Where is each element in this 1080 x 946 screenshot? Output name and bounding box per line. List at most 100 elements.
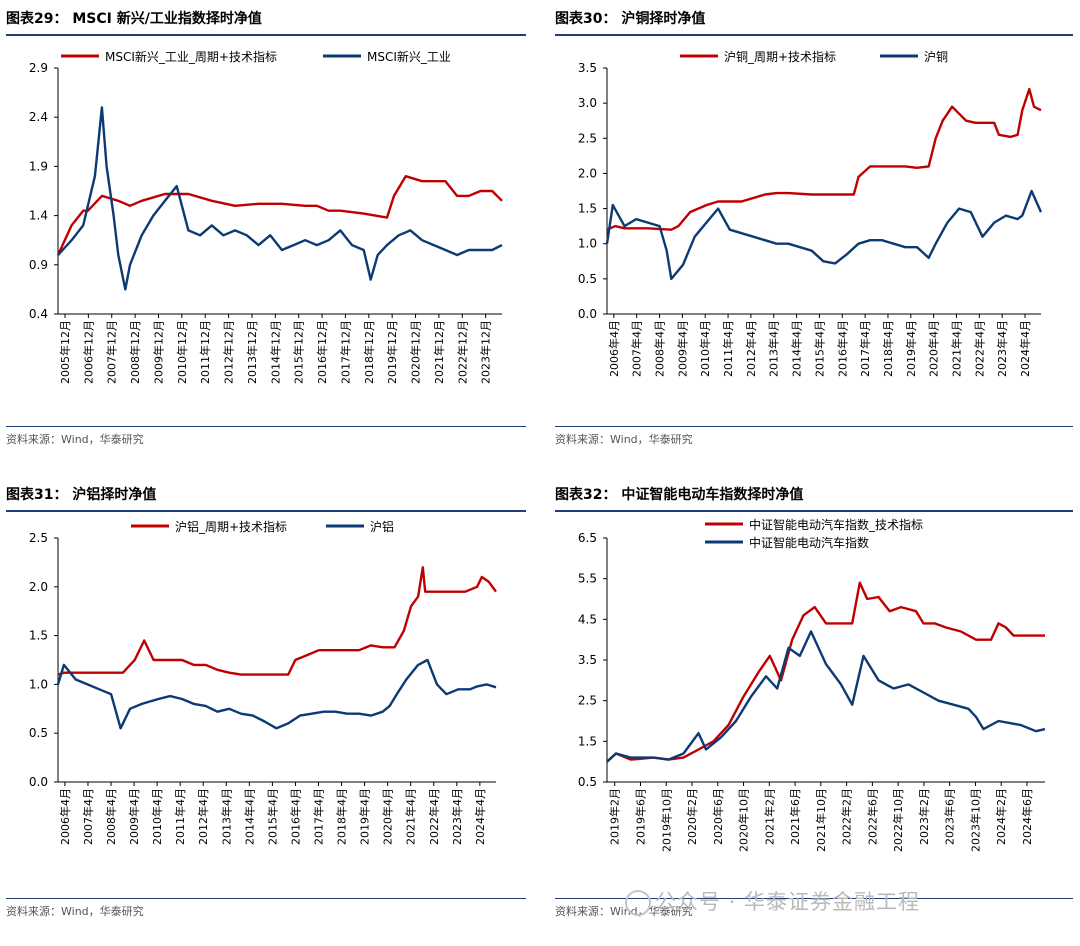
source-rule bbox=[555, 898, 1073, 899]
x-tick-label: 2018年12月 bbox=[362, 320, 376, 384]
x-tick-label: 2007年12月 bbox=[105, 320, 119, 384]
y-tick-label: 1.5 bbox=[578, 202, 597, 216]
title-rule bbox=[6, 510, 526, 512]
x-tick-label: 2021年12月 bbox=[432, 320, 446, 384]
y-tick-label: 2.5 bbox=[578, 131, 597, 145]
y-tick-label: 1.5 bbox=[29, 629, 48, 643]
y-tick-label: 0.9 bbox=[29, 258, 48, 272]
x-tick-label: 2016年4月 bbox=[288, 788, 302, 845]
x-tick-label: 2022年4月 bbox=[972, 320, 986, 377]
y-tick-label: 2.0 bbox=[578, 166, 597, 180]
x-tick-label: 2017年12月 bbox=[338, 320, 352, 384]
x-tick-label: 2008年12月 bbox=[128, 320, 142, 384]
x-tick-label: 2006年4月 bbox=[607, 320, 621, 377]
x-tick-label: 2020年12月 bbox=[409, 320, 423, 384]
x-tick-label: 2014年12月 bbox=[268, 320, 282, 384]
chart-title: 图表29： MSCI 新兴/工业指数择时净值 bbox=[6, 11, 262, 27]
series-line-1 bbox=[606, 581, 1045, 763]
x-tick-label: 2007年4月 bbox=[630, 320, 644, 377]
series-line-1 bbox=[56, 174, 503, 256]
legend-label: 沪铜_周期+技术指标 bbox=[724, 49, 836, 64]
x-tick-label: 2021年2月 bbox=[762, 788, 776, 845]
y-tick-label: 1.0 bbox=[29, 677, 48, 691]
x-tick-label: 2011年4月 bbox=[173, 788, 187, 845]
y-tick-label: 2.0 bbox=[29, 580, 48, 594]
y-tick-label: 0.5 bbox=[578, 272, 597, 286]
x-tick-label: 2009年12月 bbox=[151, 320, 165, 384]
y-tick-label: 3.5 bbox=[578, 61, 597, 75]
y-tick-label: 3.5 bbox=[578, 653, 597, 667]
x-tick-label: 2012年4月 bbox=[744, 320, 758, 377]
watermark: 公众号 · 华泰证券金融工程 bbox=[625, 886, 920, 916]
chart-svg: 0.5 1.5 2.5 3.5 4.5 5.5 6.5 2019年2月 2019年6月 2019年… bbox=[578, 517, 1046, 852]
x-tick-label: 2023年2月 bbox=[917, 788, 931, 845]
x-tick-label: 2023年4月 bbox=[450, 788, 464, 845]
chart-title: 图表31： 沪铝择时净值 bbox=[6, 487, 157, 503]
x-tick-label: 2019年10月 bbox=[659, 788, 673, 852]
chart-svg: 0.0 0.5 1.0 1.5 2.0 2.5 2006年4月 2007年4月 2008年4月 2… bbox=[29, 519, 497, 845]
x-tick-label: 2008年4月 bbox=[104, 788, 118, 845]
x-tick-label: 2021年4月 bbox=[404, 788, 418, 845]
y-tick-label: 0.0 bbox=[578, 307, 597, 321]
x-tick-label: 2018年4月 bbox=[335, 788, 349, 845]
x-tick-label: 2021年6月 bbox=[788, 788, 802, 845]
x-tick-label: 2020年2月 bbox=[685, 788, 699, 845]
source-rule bbox=[555, 426, 1073, 427]
legend-label: 沪铝_周期+技术指标 bbox=[175, 519, 287, 534]
x-tick-label: 2019年4月 bbox=[904, 320, 918, 377]
title-rule bbox=[6, 34, 526, 36]
title-rule bbox=[555, 510, 1073, 512]
x-tick-label: 2020年10月 bbox=[737, 788, 751, 852]
x-tick-label: 2021年4月 bbox=[949, 320, 963, 377]
y-tick-label: 1.0 bbox=[578, 237, 597, 251]
x-tick-label: 2013年4月 bbox=[767, 320, 781, 377]
x-tick-label: 2014年4月 bbox=[790, 320, 804, 377]
x-tick-label: 2019年4月 bbox=[358, 788, 372, 845]
x-tick-label: 2011年12月 bbox=[198, 320, 212, 384]
x-tick-label: 2020年4月 bbox=[381, 788, 395, 845]
x-tick-label: 2023年12月 bbox=[479, 320, 493, 384]
x-tick-label: 2015年4月 bbox=[265, 788, 279, 845]
x-tick-label: 2007年4月 bbox=[81, 788, 95, 845]
source-note: 资料来源：Wind，华泰研究 bbox=[555, 905, 693, 918]
legend-label: 沪铝 bbox=[370, 519, 394, 534]
x-tick-label: 2024年6月 bbox=[1020, 788, 1034, 845]
series-line-2 bbox=[57, 106, 503, 291]
x-tick-label: 2022年4月 bbox=[427, 788, 441, 845]
y-tick-label: 1.4 bbox=[29, 209, 48, 223]
x-tick-label: 2022年10月 bbox=[891, 788, 905, 852]
source-note: 资料来源：Wind，华泰研究 bbox=[555, 433, 693, 446]
x-tick-label: 2016年12月 bbox=[315, 320, 329, 384]
x-tick-label: 2015年4月 bbox=[812, 320, 826, 377]
legend-label: MSCI新兴_工业 bbox=[367, 49, 451, 64]
chart-svg: 0.0 0.5 1.0 1.5 2.0 2.5 3.0 3.5 2006年4月 2007年4月 20… bbox=[578, 49, 1043, 377]
x-tick-label: 2010年4月 bbox=[150, 788, 164, 845]
x-tick-label: 2024年2月 bbox=[994, 788, 1008, 845]
x-tick-label: 2023年6月 bbox=[943, 788, 957, 845]
y-tick-label: 0.5 bbox=[578, 775, 597, 789]
x-tick-label: 2021年10月 bbox=[814, 788, 828, 852]
x-tick-label: 2019年12月 bbox=[385, 320, 399, 384]
x-tick-label: 2015年12月 bbox=[292, 320, 306, 384]
x-tick-label: 2023年10月 bbox=[968, 788, 982, 852]
x-tick-label: 2010年4月 bbox=[698, 320, 712, 377]
x-tick-label: 2018年4月 bbox=[881, 320, 895, 377]
wechat-icon bbox=[625, 890, 651, 916]
x-tick-label: 2005年12月 bbox=[58, 320, 72, 384]
x-tick-label: 2013年12月 bbox=[245, 320, 259, 384]
y-tick-label: 0.0 bbox=[29, 775, 48, 789]
source-note: 资料来源：Wind，华泰研究 bbox=[6, 905, 144, 918]
x-tick-label: 2022年2月 bbox=[840, 788, 854, 845]
legend-label: 中证智能电动汽车指数 bbox=[749, 535, 869, 550]
y-tick-label: 2.5 bbox=[29, 531, 48, 545]
legend-label: 沪铜 bbox=[924, 49, 948, 64]
y-tick-label: 6.5 bbox=[578, 531, 597, 545]
x-tick-label: 2017年4月 bbox=[858, 320, 872, 377]
series-line-2 bbox=[56, 658, 497, 730]
series-line-1 bbox=[57, 566, 497, 676]
x-tick-label: 2012年4月 bbox=[196, 788, 210, 845]
y-tick-label: 2.9 bbox=[29, 61, 48, 75]
chart-title: 图表32： 中证智能电动车指数择时净值 bbox=[555, 487, 804, 503]
title-rule bbox=[555, 34, 1073, 36]
source-rule bbox=[6, 898, 526, 899]
